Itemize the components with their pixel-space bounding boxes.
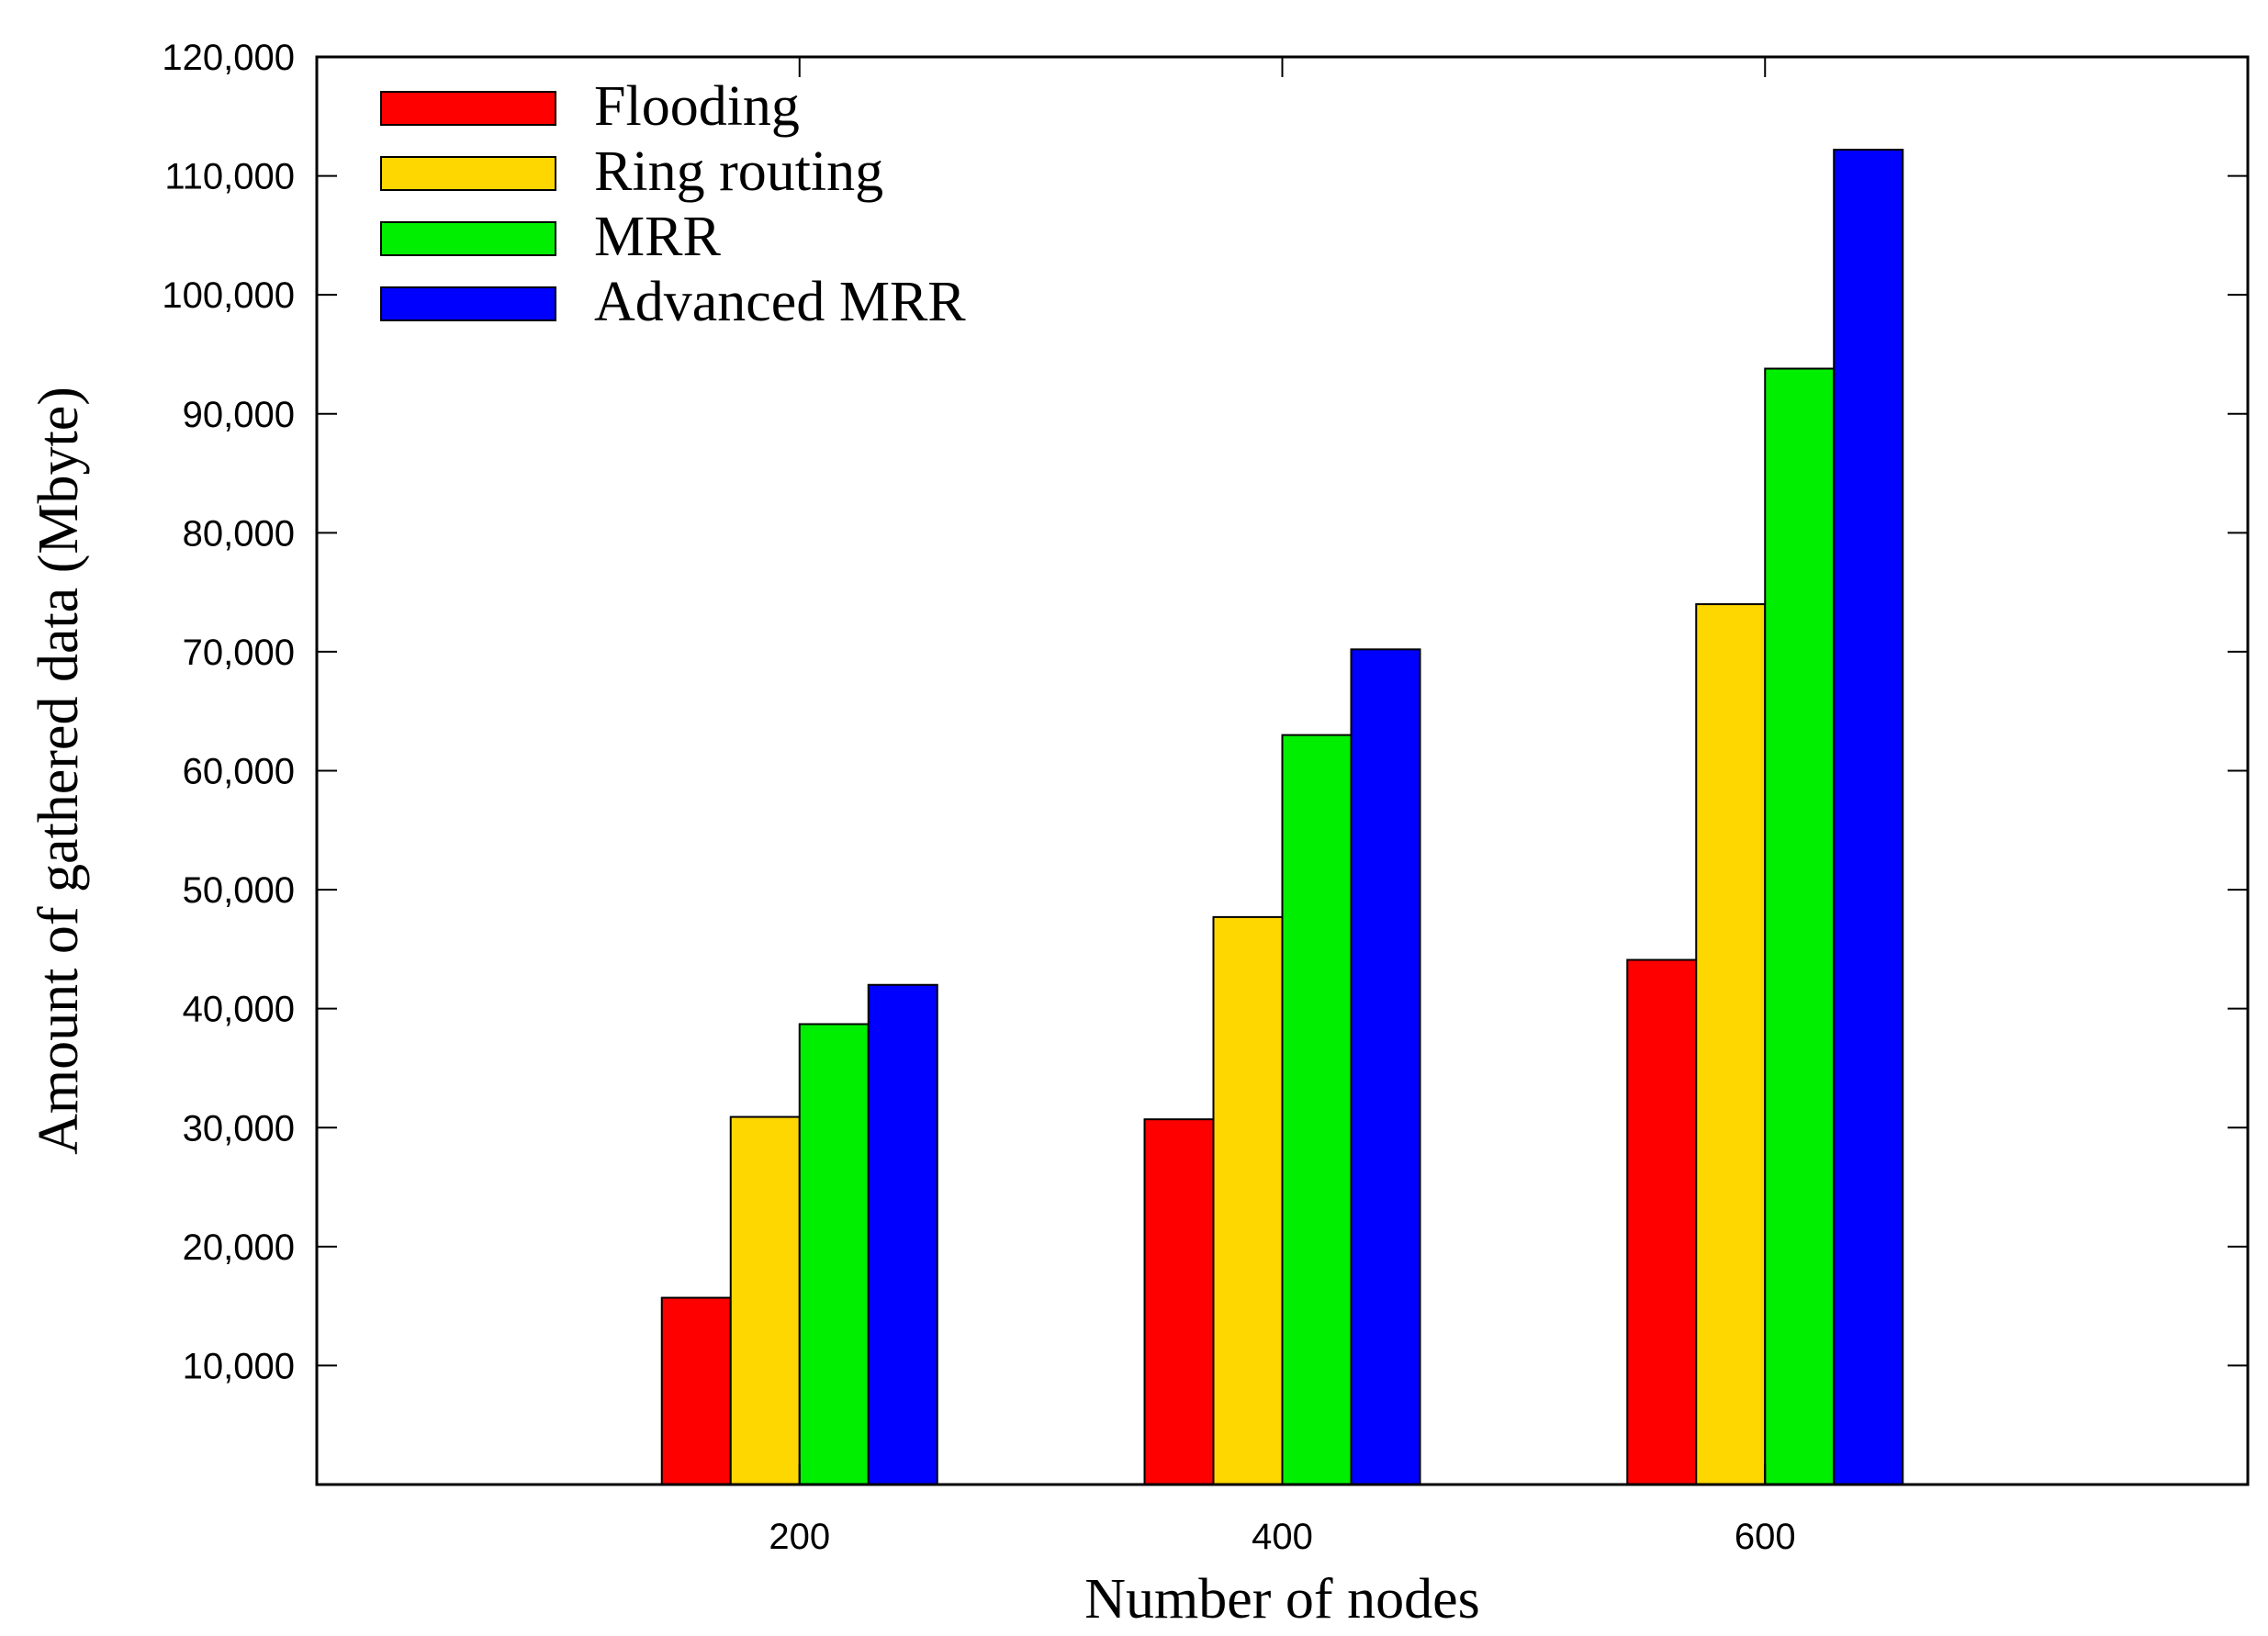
bar-mrr-400 [1281, 734, 1353, 1485]
y-tick-label: 50,000 [183, 870, 295, 911]
y-tick-label: 100,000 [162, 275, 295, 316]
y-tick-label: 110,000 [164, 157, 295, 197]
bars-group [660, 149, 1904, 1486]
legend-label: Flooding [594, 75, 800, 138]
bar-flooding-400 [1143, 1118, 1215, 1486]
legend-label: Advanced MRR [594, 271, 966, 333]
bar-ring-routing-200 [729, 1115, 801, 1486]
y-tick-label: 80,000 [183, 513, 295, 554]
bar-advanced-mrr-200 [867, 983, 938, 1485]
legend-label: MRR [594, 206, 721, 268]
y-tick-label: 70,000 [183, 633, 295, 673]
bar-mrr-600 [1764, 367, 1836, 1486]
legend-swatch [380, 286, 556, 321]
legend-swatch [380, 156, 556, 191]
x-axis-title: Number of nodes [1084, 1568, 1479, 1630]
y-tick-label: 60,000 [183, 752, 295, 792]
y-tick-label: 120,000 [162, 38, 295, 78]
y-tick-label: 10,000 [183, 1346, 295, 1386]
y-tick-label: 40,000 [183, 990, 295, 1030]
x-tick-label: 200 [769, 1517, 830, 1557]
bar-advanced-mrr-400 [1350, 648, 1421, 1485]
y-axis-ticks: 10,000 20,000 30,000 40,000 50,000 60,000 70,0… [162, 38, 2248, 1386]
y-tick-label: 30,000 [183, 1108, 295, 1149]
legend-swatch [380, 221, 556, 256]
bar-flooding-600 [1626, 958, 1698, 1485]
bar-flooding-200 [660, 1296, 732, 1486]
bar-ring-routing-400 [1212, 915, 1284, 1485]
y-tick-label: 90,000 [183, 395, 295, 435]
x-tick-label: 600 [1735, 1517, 1796, 1557]
y-axis-title: Amount of gathered data (Mbyte) [28, 387, 90, 1155]
legend-label: Ring routing [594, 140, 883, 203]
x-axis-ticks: 200 400 600 [769, 57, 1796, 1557]
x-tick-label: 400 [1252, 1517, 1313, 1557]
bar-advanced-mrr-600 [1833, 149, 1904, 1486]
y-tick-label: 20,000 [183, 1227, 295, 1268]
bar-ring-routing-600 [1695, 603, 1767, 1485]
legend-swatch [380, 91, 556, 126]
bar-mrr-200 [798, 1023, 870, 1485]
